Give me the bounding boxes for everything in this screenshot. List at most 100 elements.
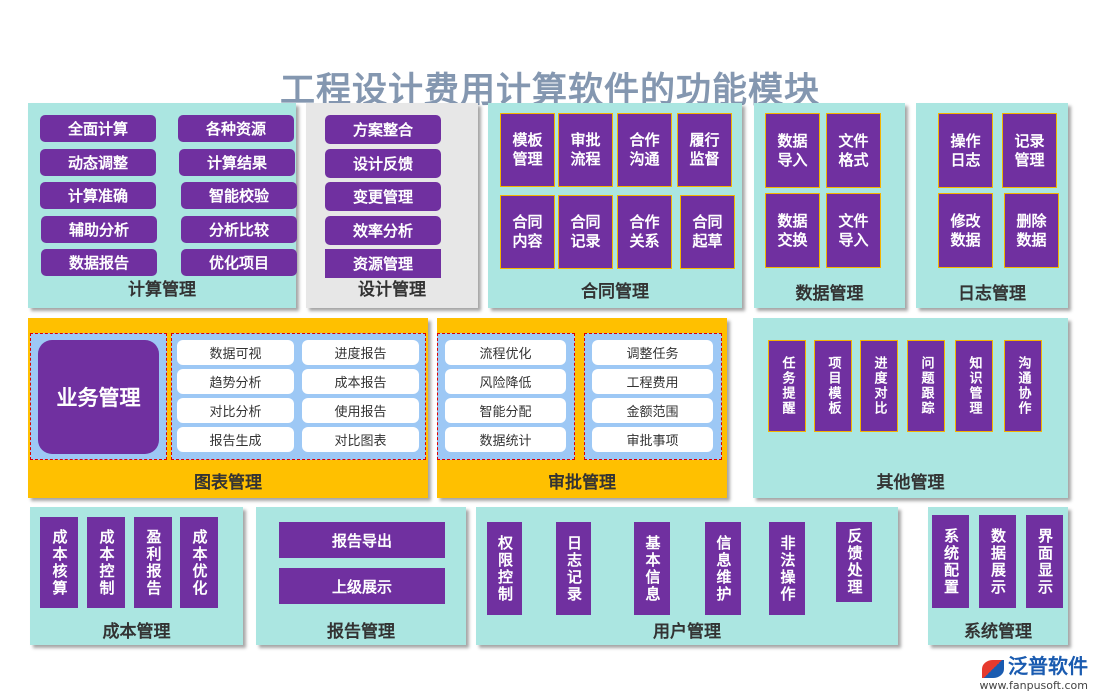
module-item: 上级展示	[279, 568, 445, 604]
module-item: 辅助分析	[41, 216, 157, 243]
module-item: 计算准确	[40, 182, 156, 209]
module-item: 界面显示	[1026, 515, 1063, 608]
module-system: 系统管理 系统配置 数据展示 界面显示	[928, 507, 1068, 645]
module-item: 资源管理	[325, 249, 441, 278]
module-item: 效率分析	[325, 216, 441, 245]
module-label: 计算管理	[128, 280, 196, 300]
module-item: 趋势分析	[177, 369, 294, 394]
module-calc: 计算管理 全面计算 各种资源 动态调整 计算结果 计算准确 智能校验 辅助分析 分析比较 数据报告…	[28, 103, 297, 308]
approval-box-left: 流程优化风险降低智能分配数据统计	[437, 333, 575, 460]
module-report: 报告管理 报告导出上级展示	[256, 507, 466, 645]
logo-url: www.fanpusoft.com	[979, 679, 1088, 692]
module-item: 基本信息	[634, 522, 670, 615]
module-item: 文件 格式	[826, 113, 881, 188]
module-item: 分析比较	[181, 216, 297, 243]
module-label: 设计管理	[358, 280, 426, 300]
module-contract: 合同管理 模板 管理 审批 流程 合作 沟通 履行 监督合同 内容 合同 记录 合作 关系合…	[488, 103, 742, 308]
module-label: 报告管理	[327, 622, 395, 642]
module-item: 项目模板	[814, 340, 852, 432]
business-label: 业务管理	[38, 340, 159, 454]
module-item: 智能分配	[445, 398, 566, 423]
module-label: 数据管理	[795, 284, 864, 304]
module-label: 图表管理	[194, 473, 262, 493]
module-item: 权限控制	[487, 522, 522, 615]
module-item: 数据 交换	[765, 193, 820, 268]
module-item: 风险降低	[445, 369, 566, 394]
module-item: 数据统计	[445, 427, 566, 452]
module-item: 合作 关系	[617, 195, 672, 269]
module-item: 记录 管理	[1002, 113, 1057, 188]
module-item: 数据可视	[177, 340, 294, 365]
module-item: 成本优化	[180, 517, 218, 608]
module-approval: 审批管理 流程优化 风险降低 智能分配 数据统计 调整任务 工程费用 金额范围 审批事项	[437, 318, 727, 498]
module-item: 履行 监督	[677, 113, 732, 187]
business-box: 业务管理	[30, 333, 167, 460]
module-item: 非法操作	[769, 522, 805, 615]
approval-box-right: 调整任务工程费用金额范围审批事项	[584, 333, 722, 460]
logo-icon	[982, 659, 1004, 678]
module-item: 动态调整	[40, 149, 156, 176]
module-label: 其他管理	[876, 473, 945, 493]
module-item: 数据展示	[979, 515, 1016, 608]
module-item: 报告导出	[279, 522, 445, 558]
module-label: 合同管理	[581, 282, 649, 302]
module-item: 修改 数据	[938, 193, 993, 268]
module-label: 用户管理	[653, 622, 721, 642]
module-item: 审批 流程	[558, 113, 613, 187]
brand-logo: 泛普软件 www.fanpusoft.com	[980, 650, 1088, 692]
module-log: 日志管理 操作 日志 记录 管理 修改 数据 删除 数据	[916, 103, 1068, 308]
module-item: 调整任务	[592, 340, 713, 365]
module-item: 进度对比	[860, 340, 898, 432]
module-item: 模板 管理	[500, 113, 555, 187]
module-item: 智能校验	[181, 182, 297, 209]
module-item: 金额范围	[592, 398, 713, 423]
module-user: 用户管理 权限控制 日志记录 基本信息 信息维护 非法操作 反馈处理	[476, 507, 898, 645]
module-item: 成本报告	[302, 369, 419, 394]
module-item: 方案整合	[325, 115, 441, 144]
module-item: 报告生成	[177, 427, 294, 452]
module-item: 对比图表	[302, 427, 419, 452]
module-item: 系统配置	[932, 515, 969, 608]
module-item: 问题跟踪	[907, 340, 945, 432]
module-item: 工程费用	[592, 369, 713, 394]
module-item: 全面计算	[40, 115, 156, 142]
module-item: 使用报告	[302, 398, 419, 423]
module-item: 任务提醒	[768, 340, 806, 432]
module-item: 日志记录	[556, 522, 591, 615]
module-label: 日志管理	[958, 284, 1026, 304]
module-label: 成本管理	[102, 622, 171, 642]
module-item: 设计反馈	[325, 149, 441, 178]
module-item: 合同 内容	[500, 195, 555, 269]
module-item: 沟通协作	[1004, 340, 1042, 432]
module-item: 成本控制	[87, 517, 125, 608]
module-item: 合作 沟通	[617, 113, 672, 187]
module-item: 变更管理	[325, 182, 441, 211]
module-item: 进度报告	[302, 340, 419, 365]
module-item: 知识管理	[955, 340, 993, 432]
module-item: 审批事项	[592, 427, 713, 452]
module-design: 设计管理 方案整合设计反馈变更管理效率分析资源管理	[306, 103, 478, 308]
module-item: 成本核算	[40, 517, 78, 608]
module-data: 数据管理 数据 导入 文件 格式 数据 交换 文件 导入	[754, 103, 905, 308]
module-item: 优化项目	[181, 249, 297, 276]
module-item: 反馈处理	[836, 522, 872, 602]
module-item: 数据 导入	[765, 113, 820, 188]
module-item: 对比分析	[177, 398, 294, 423]
module-chart: 图表管理 业务管理 数据可视 进度报告 趋势分析 成本报告 对比分析 使用报告 报告生成 对比图表	[28, 318, 428, 498]
module-item: 合同 记录	[558, 195, 613, 269]
module-item: 信息维护	[705, 522, 741, 615]
module-item: 计算结果	[179, 149, 295, 176]
module-item: 删除 数据	[1004, 193, 1059, 268]
module-item: 盈利报告	[134, 517, 172, 608]
module-cost: 成本管理 成本核算 成本控制 盈利报告 成本优化	[30, 507, 243, 645]
logo-name: 泛普软件	[1008, 654, 1088, 678]
module-item: 文件 导入	[826, 193, 881, 268]
module-item: 数据报告	[41, 249, 157, 276]
chart-items-box: 数据可视 进度报告 趋势分析 成本报告 对比分析 使用报告 报告生成 对比图表	[171, 333, 426, 460]
module-item: 合同 起草	[680, 195, 735, 269]
module-other: 其他管理 任务提醒 项目模板 进度对比 问题跟踪 知识管理 沟通协作	[753, 318, 1068, 498]
module-label: 系统管理	[964, 622, 1032, 642]
module-label: 审批管理	[548, 473, 616, 493]
module-item: 流程优化	[445, 340, 566, 365]
